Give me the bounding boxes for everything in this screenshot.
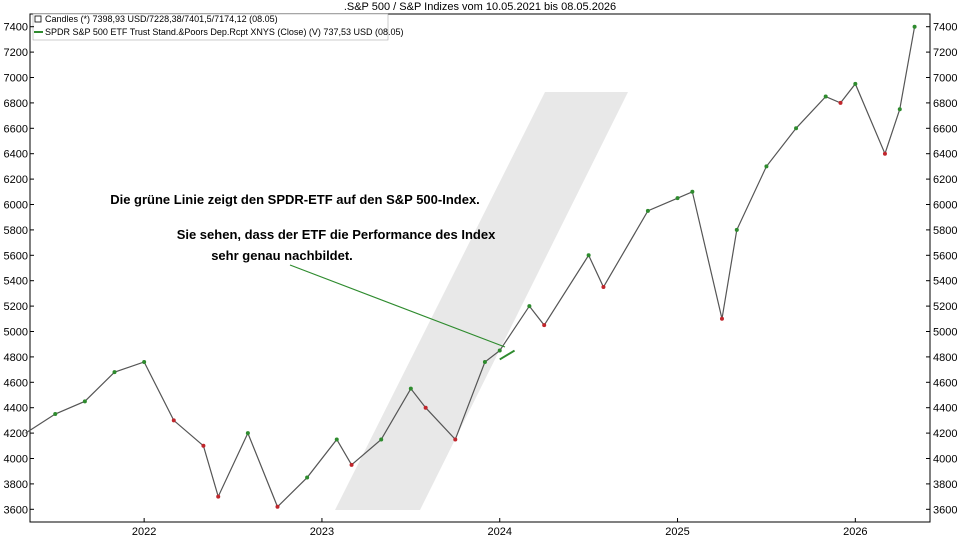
y-tick-label-right: 3800 bbox=[933, 479, 957, 491]
legend-etf-label: SPDR S&P 500 ETF Trust Stand.&Poors Dep.… bbox=[45, 27, 403, 37]
y-tick-label-left: 4800 bbox=[4, 352, 28, 364]
y-tick-label-left: 3600 bbox=[4, 504, 28, 516]
price-point bbox=[675, 196, 680, 201]
price-point bbox=[645, 208, 650, 213]
price-point bbox=[853, 81, 858, 86]
y-tick-label-right: 5200 bbox=[933, 301, 957, 313]
price-point bbox=[690, 189, 695, 194]
price-point bbox=[838, 100, 843, 105]
y-tick-label-right: 5800 bbox=[933, 225, 957, 237]
x-tick-label: 2024 bbox=[487, 526, 511, 538]
y-tick-label-left: 6400 bbox=[4, 149, 28, 161]
y-tick-label-right: 4800 bbox=[933, 352, 957, 364]
price-point bbox=[601, 285, 606, 290]
price-point bbox=[201, 443, 206, 448]
etf-line bbox=[499, 349, 516, 361]
y-tick-label-right: 3600 bbox=[933, 504, 957, 516]
y-tick-label-left: 5400 bbox=[4, 276, 28, 288]
chart-title: .S&P 500 / S&P Indizes vom 10.05.2021 bi… bbox=[344, 1, 616, 13]
y-tick-label-left: 5800 bbox=[4, 225, 28, 237]
y-tick-label-right: 6600 bbox=[933, 123, 957, 135]
price-point bbox=[527, 304, 532, 309]
price-point bbox=[216, 494, 221, 499]
x-axis: 2022 2023 2024 2025 2026 bbox=[132, 518, 868, 538]
y-tick-label-left: 3800 bbox=[4, 479, 28, 491]
y-tick-label-right: 5600 bbox=[933, 250, 957, 262]
price-point bbox=[482, 359, 487, 364]
price-point bbox=[408, 386, 413, 391]
y-axis-right: 3600 3800 4000 4200 4400 4600 4800 5000 5200 5400… bbox=[926, 22, 957, 516]
annotation-line-2: Sie sehen, dass der ETF die Performance … bbox=[177, 227, 496, 242]
price-point bbox=[453, 437, 458, 442]
price-point bbox=[82, 399, 87, 404]
y-axis-left: 3600 3800 4000 4200 4400 4600 4800 5000 5200 5400… bbox=[4, 22, 34, 516]
y-tick-label-right: 7400 bbox=[933, 22, 957, 34]
annotation-arrow bbox=[289, 264, 506, 348]
y-tick-label-right: 7200 bbox=[933, 47, 957, 59]
y-tick-label-left: 6800 bbox=[4, 98, 28, 110]
y-tick-label-left: 4200 bbox=[4, 428, 28, 440]
price-point bbox=[497, 348, 502, 353]
y-tick-label-left: 6000 bbox=[4, 200, 28, 212]
plot-area bbox=[29, 13, 931, 523]
y-tick-label-left: 7200 bbox=[4, 47, 28, 59]
price-point bbox=[334, 437, 339, 442]
y-tick-label-right: 6000 bbox=[933, 200, 957, 212]
legend: Candles (*) 7398,93 USD/7228,38/7401,5/7… bbox=[32, 13, 403, 41]
y-tick-label-left: 5000 bbox=[4, 327, 28, 339]
price-point bbox=[823, 94, 828, 99]
y-tick-label-left: 4400 bbox=[4, 403, 28, 415]
legend-candles-label: Candles (*) 7398,93 USD/7228,38/7401,5/7… bbox=[45, 14, 278, 24]
price-point bbox=[171, 418, 176, 423]
price-point bbox=[305, 475, 310, 480]
y-tick-label-left: 7400 bbox=[4, 22, 28, 34]
y-tick-label-left: 4000 bbox=[4, 454, 28, 466]
y-tick-label-left: 4600 bbox=[4, 377, 28, 389]
price-point bbox=[734, 227, 739, 232]
y-tick-label-right: 7000 bbox=[933, 73, 957, 85]
y-tick-label-left: 6200 bbox=[4, 174, 28, 186]
price-point bbox=[542, 323, 547, 328]
price-line bbox=[25, 26, 916, 508]
y-tick-label-left: 5200 bbox=[4, 301, 28, 313]
price-point bbox=[912, 24, 917, 29]
y-tick-label-left: 7000 bbox=[4, 73, 28, 85]
annotation-line-3: sehr genau nachbildet. bbox=[211, 248, 353, 263]
y-tick-label-right: 4200 bbox=[933, 428, 957, 440]
price-point bbox=[794, 126, 799, 131]
x-tick-label: 2023 bbox=[310, 526, 334, 538]
x-tick-label: 2025 bbox=[665, 526, 689, 538]
y-tick-label-right: 5000 bbox=[933, 327, 957, 339]
annotation-line-1: Die grüne Linie zeigt den SPDR-ETF auf d… bbox=[110, 192, 480, 207]
price-point bbox=[142, 359, 147, 364]
price-point bbox=[882, 151, 887, 156]
price-point bbox=[897, 107, 902, 112]
y-tick-label-right: 6800 bbox=[933, 98, 957, 110]
y-tick-label-right: 5400 bbox=[933, 276, 957, 288]
y-tick-label-left: 5600 bbox=[4, 250, 28, 262]
price-point bbox=[586, 253, 591, 258]
y-tick-label-right: 4600 bbox=[933, 377, 957, 389]
price-point bbox=[53, 412, 58, 417]
y-tick-label-right: 4400 bbox=[933, 403, 957, 415]
price-point bbox=[349, 462, 354, 467]
price-series bbox=[25, 24, 917, 509]
x-tick-label: 2026 bbox=[843, 526, 867, 538]
legend-candles-swatch bbox=[34, 15, 42, 23]
y-tick-label-left: 6600 bbox=[4, 123, 28, 135]
y-tick-label-right: 6400 bbox=[933, 149, 957, 161]
watermark-logo bbox=[335, 92, 628, 510]
price-point bbox=[719, 316, 724, 321]
price-point bbox=[112, 370, 117, 375]
price-point bbox=[379, 437, 384, 442]
price-point bbox=[275, 504, 280, 509]
price-point bbox=[423, 405, 428, 410]
price-point bbox=[764, 164, 769, 169]
y-tick-label-right: 6200 bbox=[933, 174, 957, 186]
x-tick-label: 2022 bbox=[132, 526, 156, 538]
price-point bbox=[245, 431, 250, 436]
y-tick-label-right: 4000 bbox=[933, 454, 957, 466]
